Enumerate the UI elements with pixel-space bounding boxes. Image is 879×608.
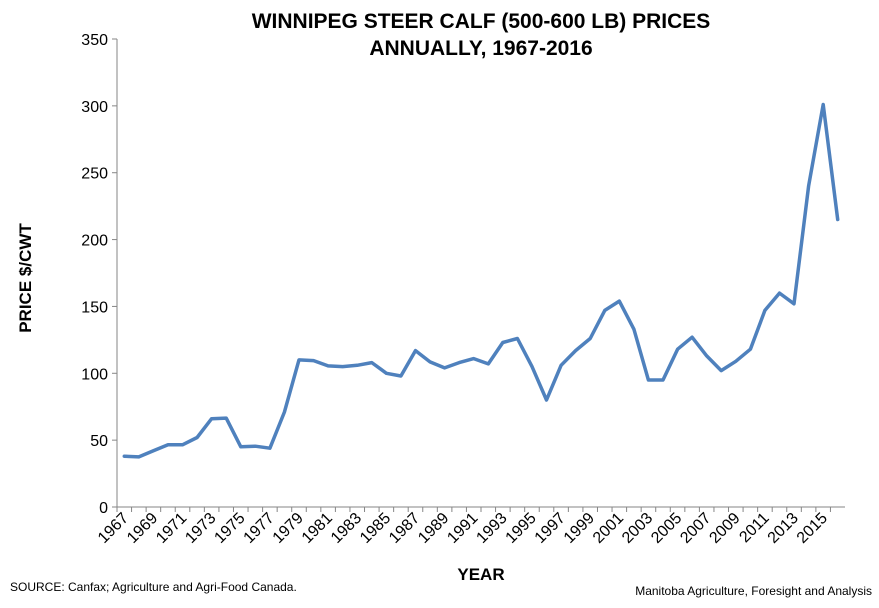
data-point [254, 445, 257, 447]
x-tick-label: 1981 [299, 510, 336, 547]
data-point [283, 411, 286, 413]
chart-subtitle: ANNUALLY, 1967-2016 [369, 37, 592, 60]
x-tick-label: 1969 [124, 510, 161, 547]
data-point [662, 379, 664, 381]
x-axis-title: YEAR [457, 565, 504, 584]
x-tick-label: 1999 [561, 510, 598, 547]
data-point [327, 365, 329, 367]
x-tick-label: 1997 [532, 510, 569, 547]
x-tick-label: 2013 [765, 510, 802, 547]
x-tick-label: 2009 [706, 510, 743, 547]
data-point [531, 365, 533, 368]
x-tick-label: 1983 [328, 510, 365, 547]
y-tick-label: 150 [81, 299, 108, 316]
data-point [589, 337, 591, 340]
x-tick-label: 2011 [736, 510, 772, 546]
x-tick-label: 2001 [590, 510, 627, 547]
y-tick-label: 0 [99, 500, 108, 517]
data-point [603, 309, 606, 312]
data-point [807, 185, 810, 187]
data-point [269, 447, 271, 449]
data-point [152, 450, 155, 452]
data-point [123, 455, 126, 457]
y-tick-label: 50 [90, 433, 108, 450]
data-point [400, 375, 402, 377]
data-point [472, 357, 475, 360]
data-point [385, 372, 388, 375]
credit-note: Manitoba Agriculture, Foresight and Anal… [635, 584, 872, 598]
data-point [676, 348, 679, 351]
data-point [210, 417, 213, 420]
price-series-line [122, 102, 840, 459]
x-tick-label: 1987 [386, 510, 423, 547]
y-axis: 0 50 100 150 200 250 300 350 [81, 32, 118, 517]
data-point [560, 364, 562, 367]
data-point [574, 349, 577, 352]
data-point [545, 399, 548, 401]
data-point [633, 328, 635, 330]
data-point [429, 361, 431, 363]
data-point [167, 444, 169, 446]
data-point [181, 444, 184, 446]
data-point [516, 337, 519, 340]
x-tick-label: 1993 [473, 510, 510, 547]
x-tick-label: 1973 [182, 510, 219, 547]
x-axis: 1967196919711973197519771979198119831985… [95, 506, 845, 547]
x-tick-label: 2007 [677, 510, 714, 547]
x-tick-label: 2003 [619, 510, 656, 547]
data-point [356, 364, 359, 367]
chart-title: WINNIPEG STEER CALF (500-600 LB) PRICES [252, 10, 711, 33]
data-point [341, 365, 344, 368]
data-point [414, 349, 417, 352]
data-point [225, 417, 227, 419]
x-tick-label: 2005 [648, 510, 685, 547]
data-point [836, 218, 839, 221]
data-point [822, 103, 824, 106]
x-tick-label: 1979 [270, 510, 307, 547]
data-point [735, 360, 737, 363]
x-tick-label: 1989 [415, 510, 452, 547]
data-point [487, 363, 490, 365]
data-point [691, 336, 693, 338]
data-point [443, 367, 446, 369]
data-point [239, 446, 242, 448]
x-tick-label: 1991 [444, 510, 481, 547]
y-axis-title: PRICE $/CWT [16, 223, 35, 333]
y-tick-label: 250 [81, 166, 108, 183]
y-tick-label: 100 [81, 366, 108, 383]
y-tick-label: 300 [81, 99, 108, 116]
data-point [298, 359, 300, 361]
data-point [793, 302, 795, 305]
data-point [749, 348, 752, 351]
y-tick-label: 350 [81, 32, 108, 49]
data-point [312, 359, 315, 362]
y-tick-label: 200 [81, 233, 108, 250]
data-point [778, 292, 781, 294]
x-tick-label: 1977 [241, 510, 278, 547]
x-tick-label: 1975 [211, 510, 248, 547]
source-note: SOURCE: Canfax; Agriculture and Agri-Foo… [10, 580, 297, 594]
series-group [122, 102, 840, 459]
x-tick-label: 2015 [794, 510, 831, 547]
data-point [502, 341, 504, 344]
data-point [371, 361, 373, 364]
data-point [138, 456, 140, 458]
data-point [647, 379, 650, 381]
data-point [196, 436, 198, 439]
data-point [764, 309, 766, 312]
data-point [618, 300, 621, 302]
x-tick-label: 1995 [503, 510, 540, 547]
x-tick-label: 1971 [153, 510, 190, 547]
data-point [705, 355, 708, 357]
data-point [458, 361, 460, 364]
x-tick-label: 1985 [357, 510, 394, 547]
data-point [720, 369, 723, 372]
